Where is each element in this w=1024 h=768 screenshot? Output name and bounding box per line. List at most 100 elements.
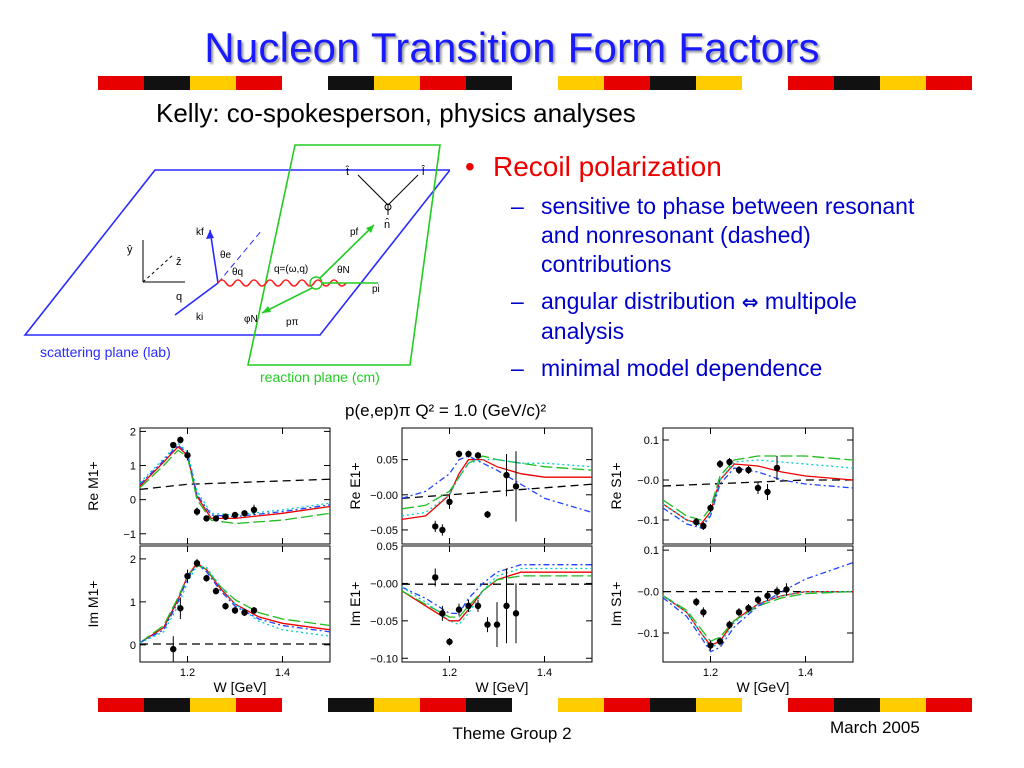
data-point — [432, 523, 439, 530]
panel-frame — [662, 545, 854, 663]
theta-e-label: θe — [220, 250, 232, 261]
scattering-plane — [23, 169, 450, 336]
l-hat-label: l̂ — [421, 164, 425, 178]
stripe-segment — [926, 76, 972, 90]
stripe-segment — [926, 698, 972, 712]
stripe-segment — [880, 698, 926, 712]
x-axis-label: W [GeV] — [214, 679, 267, 695]
data-point — [184, 452, 191, 459]
curve-green — [401, 455, 593, 510]
data-point — [716, 460, 724, 468]
y-tick-label: 0.05 — [377, 541, 398, 553]
y-tick-label: −1 — [123, 529, 136, 541]
stripe-segment — [788, 76, 834, 90]
curve-cyan — [401, 458, 593, 517]
data-point — [231, 607, 239, 614]
data-point — [241, 609, 248, 616]
curve-nonresonant — [401, 483, 593, 499]
data-point — [512, 483, 520, 490]
y-axis-label: Re E1+ — [347, 462, 363, 509]
stripe-segment — [512, 76, 558, 90]
data-point — [754, 484, 762, 492]
q-def-label: q=(ω,q) — [274, 264, 308, 275]
x-tick-label: 1.2 — [703, 667, 718, 679]
stripe-segment — [420, 698, 466, 712]
multipole-figure: p(e,ep)π Q² = 1.0 (GeV/c)² −1 0 1 2 Re M1+ 0 1… — [85, 401, 854, 695]
data-point — [455, 606, 463, 613]
curve-cyan — [139, 442, 331, 516]
stripe-segment — [190, 76, 236, 90]
data-point — [170, 645, 177, 653]
data-point — [432, 574, 439, 581]
y-tick-label: −0.05 — [370, 616, 398, 628]
y-axis-label: Re M1+ — [85, 461, 101, 510]
y-tick-label: −0.05 — [370, 525, 398, 537]
y-tick-label: 0.05 — [377, 455, 398, 467]
curve-nonresonant — [139, 478, 331, 491]
curve-green — [662, 590, 854, 643]
data-point — [707, 504, 714, 512]
data-point — [735, 466, 743, 474]
stripe-segment — [696, 76, 742, 90]
stripe-segment — [144, 76, 190, 90]
theta-q-label: θq — [232, 267, 243, 278]
data-point — [170, 441, 177, 449]
stripe-segment — [512, 698, 558, 712]
data-point — [193, 508, 201, 515]
stripe-segment — [282, 76, 328, 90]
data-point — [754, 596, 762, 604]
stripe-segment — [282, 698, 328, 712]
figure-header: p(e,ep)π Q² = 1.0 (GeV/c)² — [345, 401, 546, 420]
dash: – — [511, 355, 524, 381]
curve-blue — [139, 444, 331, 518]
stripe-segment — [236, 76, 282, 90]
y-tick-label: 0 — [130, 640, 136, 652]
data-point — [439, 526, 446, 534]
y-tick-label: 2 — [130, 426, 136, 438]
scattering-plane-label: scattering plane (lab) — [40, 344, 171, 360]
y-tick-label: 1 — [130, 597, 136, 609]
stripe-segment — [328, 698, 374, 712]
axis-z-label: ẑ — [176, 256, 182, 268]
curve-red — [139, 562, 331, 644]
panel-frame — [401, 545, 593, 663]
dash: – — [511, 193, 524, 219]
sub-bullet-phase: – sensitive to phase between resonant an… — [507, 192, 921, 279]
curve-green — [401, 575, 592, 618]
data-point — [177, 605, 184, 612]
y-axis-label: Re S1+ — [608, 462, 624, 509]
stripe-segment — [236, 698, 282, 712]
y-tick-label: 0.1 — [644, 545, 659, 557]
y-tick-label: −0.10 — [370, 653, 398, 665]
proton-out — [319, 224, 375, 279]
curve-green — [662, 455, 854, 521]
axis-y-label: ŷ — [127, 244, 133, 256]
y-tick-label: 2 — [130, 554, 136, 566]
footer-date: March 2005 — [830, 718, 920, 737]
n-hat-label: n̂ — [384, 217, 390, 231]
data-point — [250, 506, 258, 514]
curve-blue — [401, 564, 592, 615]
data-point — [446, 498, 453, 506]
stripe-segment — [834, 76, 880, 90]
stripe-segment — [52, 76, 98, 90]
y-tick-label: −0.1 — [637, 515, 659, 527]
data-point — [700, 609, 707, 616]
axis-q-label: q — [176, 291, 182, 303]
stripe-segment — [650, 76, 696, 90]
curve-blue — [401, 455, 593, 514]
y-axis-label: Im E1+ — [347, 582, 363, 627]
iff-symbol: ⇔ — [741, 290, 759, 314]
stripe-segment — [650, 698, 696, 712]
stripe-segment — [190, 698, 236, 712]
panel-im-s1+: −0.1 −0.0 0.1 Im S1+ 1.2 1.4 W [GeV] — [608, 545, 854, 695]
curve-blue — [139, 563, 331, 644]
y-tick-label: 0.1 — [644, 435, 659, 447]
bottom-stripe — [52, 698, 972, 712]
curve-green — [139, 564, 331, 644]
panel-re-m1+: −1 0 1 2 Re M1+ — [85, 426, 331, 545]
data-point — [693, 598, 700, 606]
incoming-electron — [174, 282, 219, 316]
data-point — [184, 572, 191, 580]
x-tick-label: 1.2 — [442, 667, 457, 679]
